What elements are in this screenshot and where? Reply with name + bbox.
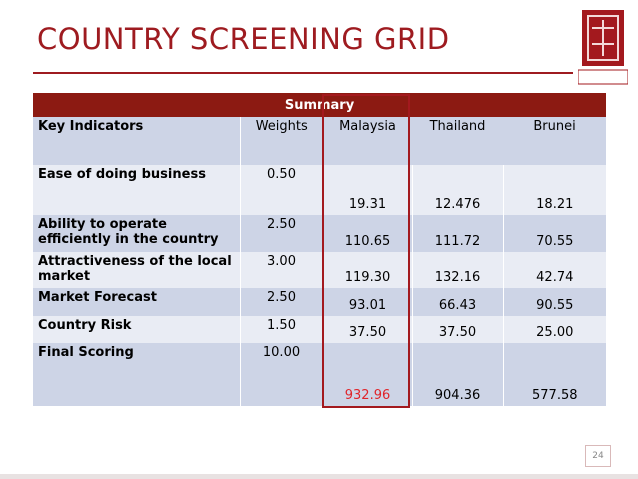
table-row: Ability to operate efficiently in the co… (33, 215, 607, 252)
header-row: Key Indicators Weights Malaysia Thailand Bru… (33, 117, 607, 165)
row-label: Attractiveness of the local market (38, 254, 232, 284)
column-header: Key Indicators (33, 117, 240, 165)
cell-value: 2.50 (239, 288, 323, 316)
cell-value: 70.55 (502, 215, 607, 252)
caption-row: Summary (33, 93, 607, 117)
column-header: Malaysia (323, 117, 412, 165)
logo-glyph (587, 15, 619, 61)
row-label: Market Forecast (38, 290, 157, 305)
cell-value: 25.00 (502, 316, 607, 343)
column-header: Brunei (503, 117, 607, 165)
cell-value: 66.43 (411, 288, 503, 316)
highlight-box (322, 94, 410, 408)
cell-value: 90.55 (502, 288, 607, 316)
cell-value: 19.31 (322, 165, 412, 215)
cell-value: 37.50 (411, 316, 503, 343)
row-label: Ability to operate efficiently in the co… (38, 217, 219, 247)
table-row: Final Scoring 10.00 932.96 904.36 577.58 (33, 343, 607, 406)
cell-value: 119.30 (322, 252, 412, 288)
page-number: 24 (585, 445, 611, 467)
table-row: Attractiveness of the local market 3.00 11… (33, 252, 607, 288)
cell-value: 3.00 (239, 252, 323, 288)
table-row: Market Forecast 2.50 93.01 66.43 90.55 (33, 288, 607, 316)
cell-value: 132.16 (411, 252, 503, 288)
cell-value: 12.476 (411, 165, 503, 215)
title-rule (33, 72, 573, 74)
cell-value: 932.96 (322, 343, 412, 406)
table-body: Summary Key Indicators Weights Malaysia Thai… (33, 93, 607, 406)
cell-value: 110.65 (322, 215, 412, 252)
bottom-band (0, 474, 638, 479)
cell-value: 1.50 (239, 316, 323, 343)
row-label: Final Scoring (38, 345, 134, 360)
cell-value: 37.50 (322, 316, 412, 343)
table-row: Ease of doing business 0.50 19.31 12.476 18.… (33, 165, 607, 215)
cell-value: 2.50 (239, 215, 323, 252)
column-header: Thailand (412, 117, 503, 165)
cell-value: 0.50 (239, 165, 323, 215)
cell-value: 904.36 (411, 343, 503, 406)
cell-value: 18.21 (502, 165, 607, 215)
cell-value: 577.58 (502, 343, 607, 406)
cell-value: 42.74 (502, 252, 607, 288)
column-header: Weights (239, 117, 323, 165)
screening-table: Summary Key Indicators Weights Malaysia Thai… (33, 93, 607, 406)
table-caption: Summary (33, 93, 607, 117)
logo-caption (578, 69, 628, 85)
cell-value: 93.01 (322, 288, 412, 316)
cell-value: 111.72 (411, 215, 503, 252)
table-row: Country Risk 1.50 37.50 37.50 25.00 (33, 316, 607, 343)
row-label: Country Risk (38, 318, 132, 333)
row-label: Ease of doing business (38, 167, 206, 182)
cell-value: 10.00 (239, 343, 323, 406)
logo (578, 10, 628, 85)
slide-title: COUNTRY SCREENING GRID (37, 22, 450, 56)
